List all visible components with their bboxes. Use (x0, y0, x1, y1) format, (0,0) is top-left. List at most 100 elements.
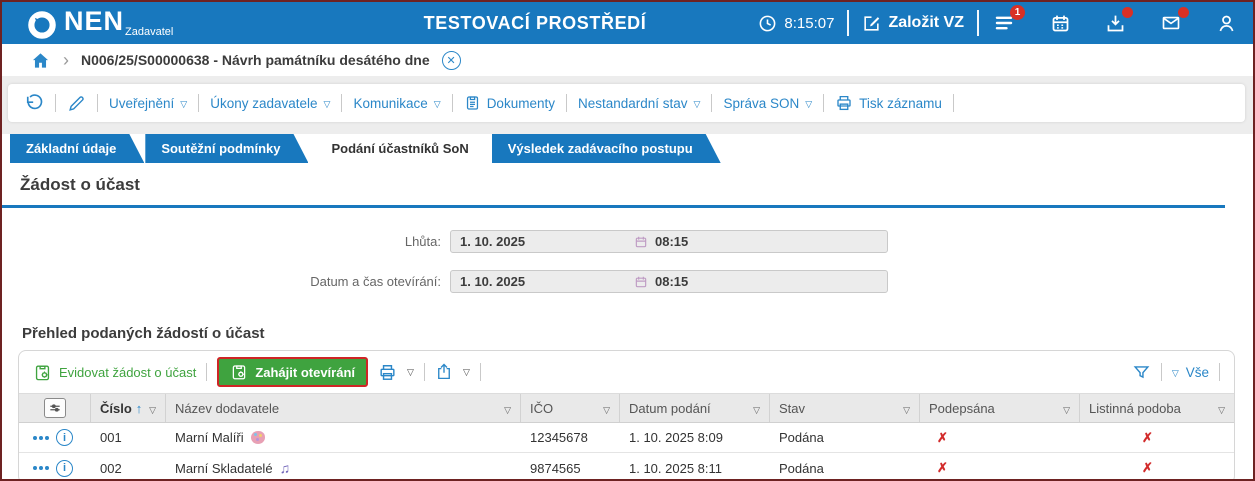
documents-icon (464, 94, 481, 112)
toolbar-divider (952, 94, 954, 112)
status-value: Podána (779, 430, 824, 445)
nen-logo-icon (26, 6, 58, 41)
row-number: 002 (100, 460, 122, 476)
close-record-icon[interactable] (441, 50, 461, 70)
breadcrumb-chevron-icon (63, 50, 69, 71)
menu-contracting-actions[interactable]: Úkony zadavatele (210, 96, 330, 111)
paper-cross-icon: ✗ (1142, 460, 1153, 475)
print-dropdown-caret-icon[interactable] (407, 363, 414, 381)
column-caret-icon[interactable] (504, 401, 511, 416)
table-row[interactable]: 001 Marní Malíři 12345678 1. 10. 2025 8:… (19, 423, 1234, 453)
logo-text: NEN (64, 5, 125, 36)
grid-toolbar: Evidovat žádost o účast Zahájit otevírán… (19, 351, 1234, 393)
grid-print-button[interactable] (378, 363, 397, 382)
toolbar-divider (423, 363, 425, 381)
submitted-datetime: 1. 10. 2025 8:09 (629, 430, 723, 445)
dropdown-caret-icon (180, 96, 187, 111)
clock-icon (758, 14, 777, 33)
view-all-dropdown[interactable]: Vše (1172, 365, 1209, 380)
table-row[interactable]: 002 Marní Skladatelé ♫ 9874565 1. 10. 20… (19, 453, 1234, 479)
toolbar-divider (1160, 363, 1162, 381)
column-caret-icon[interactable] (753, 401, 760, 416)
home-icon[interactable] (30, 51, 51, 70)
submitted-datetime: 1. 10. 2025 8:11 (629, 460, 723, 476)
column-header-podepsana[interactable]: Podepsána (920, 394, 1080, 422)
toolbar-divider (206, 363, 208, 381)
tab-zakladni-udaje[interactable]: Základní údaje (10, 134, 144, 163)
user-profile-button[interactable] (1216, 13, 1237, 34)
info-icon[interactable] (56, 429, 73, 446)
row-menu-icon[interactable] (33, 466, 49, 470)
printer-icon (835, 94, 853, 112)
export-dropdown-caret-icon[interactable] (463, 363, 470, 381)
signed-cross-icon: ✗ (937, 460, 948, 475)
column-header-stav[interactable]: Stav (770, 394, 920, 422)
section-title-rule (2, 205, 1225, 208)
row-menu-icon[interactable] (33, 435, 49, 440)
music-notes-icon: ♫ (279, 460, 291, 476)
column-header-ico[interactable]: IČO (521, 394, 620, 422)
menu-documents[interactable]: Dokumenty (464, 94, 555, 112)
messages-button[interactable] (1160, 7, 1189, 33)
toolbar-divider (97, 94, 98, 112)
status-value: Podána (779, 460, 824, 476)
downloads-button[interactable] (1105, 6, 1133, 34)
history-icon[interactable] (24, 93, 44, 113)
section-title: Žádost o účast (20, 175, 140, 194)
record-toolbar: Uveřejnění Úkony zadavatele Komunikace D… (8, 84, 1245, 122)
nen-logo[interactable]: NEN Zadavatel (26, 6, 173, 41)
dropdown-caret-icon (434, 96, 441, 111)
column-caret-icon[interactable] (903, 401, 910, 416)
app-header: NEN Zadavatel TESTOVACÍ PROSTŘEDÍ 8:15:0… (2, 2, 1253, 44)
edit-pencil-icon[interactable] (67, 94, 86, 113)
header-controls: 8:15:07 Založit VZ 1 (758, 5, 1237, 36)
menu-communication[interactable]: Komunikace (353, 96, 440, 111)
opening-time-value: 08:15 (655, 274, 689, 289)
column-caret-icon[interactable] (149, 401, 156, 416)
column-settings-icon[interactable] (43, 398, 66, 418)
server-clock: 8:15:07 (758, 14, 834, 33)
toolbar-divider (451, 94, 453, 112)
print-record-button[interactable]: Tisk záznamu (835, 94, 942, 112)
column-caret-icon[interactable] (603, 401, 610, 416)
toolbar-band: Uveřejnění Úkony zadavatele Komunikace D… (2, 76, 1253, 134)
environment-title: TESTOVACÍ PROSTŘEDÍ (423, 12, 647, 33)
row-number: 001 (100, 430, 122, 445)
column-header-nazev-dodavatele[interactable]: Název dodavatele (166, 394, 521, 422)
export-button[interactable] (435, 363, 453, 381)
register-request-button[interactable]: Evidovat žádost o účast (33, 363, 196, 382)
info-icon[interactable] (56, 459, 73, 477)
column-settings-cell (19, 394, 91, 422)
start-opening-button[interactable]: Zahájit otevírání (217, 357, 369, 387)
menu-son-admin[interactable]: Správa SON (723, 96, 812, 111)
clipboard-gear-icon (230, 363, 248, 381)
calendar-button[interactable] (1050, 13, 1071, 34)
filter-icon[interactable] (1132, 363, 1151, 382)
deadline-label: Lhůta: (404, 234, 441, 249)
record-tabs: Základní údaje Soutěžní podmínky Podání … (2, 134, 1253, 163)
column-header-datum-podani[interactable]: Datum podání (620, 394, 770, 422)
toolbar-divider (1219, 363, 1220, 381)
header-divider (847, 10, 850, 36)
create-vz-button[interactable]: Založit VZ (862, 14, 964, 33)
clipboard-gear-icon (33, 363, 52, 382)
tab-soutezni-podminky[interactable]: Soutěžní podmínky (145, 134, 308, 163)
column-caret-icon[interactable] (1063, 401, 1070, 416)
tab-vysledek-zadavaciho-postupu[interactable]: Výsledek zadávacího postupu (492, 134, 721, 163)
deadline-field[interactable]: 1. 10. 2025 08:15 (450, 230, 888, 253)
menu-icon (992, 12, 1016, 34)
column-header-cislo[interactable]: Číslo (91, 394, 166, 422)
column-caret-icon[interactable] (1218, 401, 1225, 416)
menu-publication[interactable]: Uveřejnění (109, 96, 187, 111)
toolbar-divider (565, 94, 567, 112)
column-header-listinna-podoba[interactable]: Listinná podoba (1080, 394, 1234, 422)
breadcrumb-record-title[interactable]: N006/25/S00000638 - Návrh památníku desá… (81, 52, 430, 68)
tab-podani-ucastniku-son[interactable]: Podání účastníků SoN (309, 134, 491, 163)
menu-nonstandard-state[interactable]: Nestandardní stav (578, 96, 700, 111)
calendar-icon (1050, 13, 1071, 34)
opening-field[interactable]: 1. 10. 2025 08:15 (450, 270, 888, 293)
messages-unread-dot (1178, 7, 1189, 18)
dropdown-caret-icon (1172, 365, 1179, 380)
tasks-menu-button[interactable]: 1 (992, 5, 1025, 34)
deadline-date-value: 1. 10. 2025 (460, 234, 526, 249)
